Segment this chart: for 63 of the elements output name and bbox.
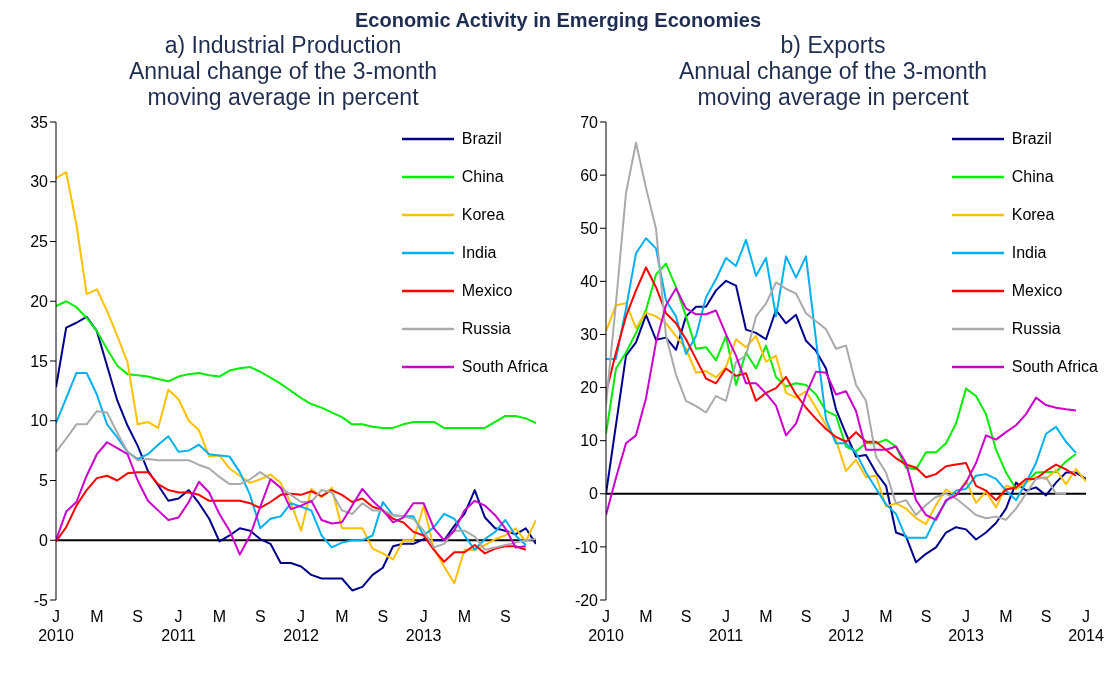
y-tick-label: 0 xyxy=(589,485,599,503)
y-tick-label: 10 xyxy=(580,432,599,450)
legend-label: South Africa xyxy=(1011,358,1098,376)
chart-subtitle: Annual change of the 3-month moving average in percent xyxy=(127,58,439,110)
x-tick-label: J 2012 xyxy=(828,608,864,644)
y-tick-label: 20 xyxy=(30,292,49,310)
y-tick-label: 40 xyxy=(580,273,599,291)
x-tick-label: J 2012 xyxy=(283,608,319,644)
chart-title: b) Exports xyxy=(779,32,887,58)
y-tick-label: -10 xyxy=(574,538,599,556)
y-tick-label: 10 xyxy=(30,412,49,430)
x-tick-label: M xyxy=(639,608,653,625)
x-tick-label: S xyxy=(254,608,266,625)
x-tick-label: S xyxy=(1040,608,1052,625)
x-tick-label: J 2013 xyxy=(405,608,442,644)
x-tick-label: S xyxy=(132,608,144,625)
legend-label: Brazil xyxy=(1011,130,1052,148)
legend-label: Russia xyxy=(1011,320,1061,338)
x-tick-label: S xyxy=(680,608,692,625)
legend-label: India xyxy=(1011,244,1047,262)
y-tick-label: 70 xyxy=(580,113,599,131)
x-tick-label: S xyxy=(500,608,511,625)
legend-label: Mexico xyxy=(461,282,513,300)
x-tick-label: J 2010 xyxy=(38,608,74,644)
legend-label: Korea xyxy=(461,206,505,224)
legend-label: China xyxy=(461,168,504,186)
y-tick-label: 35 xyxy=(30,113,49,131)
legend-label: Russia xyxy=(461,320,511,338)
x-tick-label: M xyxy=(90,608,104,625)
x-tick-label: J 2011 xyxy=(161,608,196,644)
x-tick-label: M xyxy=(759,608,773,625)
legend-label: Korea xyxy=(1011,206,1055,224)
x-tick-label: J 2011 xyxy=(708,608,744,644)
y-tick-label: 15 xyxy=(30,352,49,370)
x-tick-label: M xyxy=(999,608,1013,625)
y-tick-label: 0 xyxy=(39,531,49,549)
x-tick-label: S xyxy=(377,608,389,625)
x-tick-label: M xyxy=(335,608,349,625)
legend-label: South Africa xyxy=(461,358,548,376)
x-tick-label: J 2010 xyxy=(588,608,624,644)
y-tick-label: 20 xyxy=(580,379,599,397)
y-tick-label: 5 xyxy=(39,472,49,490)
x-tick-label: S xyxy=(800,608,812,625)
y-tick-label: -20 xyxy=(574,591,599,609)
y-tick-label: 50 xyxy=(580,219,599,237)
legend-label: Mexico xyxy=(1011,282,1063,300)
x-tick-label: M xyxy=(457,608,472,625)
legend-label: Brazil xyxy=(461,130,502,148)
x-tick-label: J 2014 xyxy=(1068,608,1104,644)
text: Economic Activity in Emerging Economies xyxy=(354,8,762,32)
y-tick-label: 30 xyxy=(30,173,49,191)
legend-label: India xyxy=(461,244,497,262)
x-tick-label: M xyxy=(879,608,893,625)
x-tick-label: S xyxy=(920,608,932,625)
y-tick-label: 25 xyxy=(30,233,49,251)
x-tick-label: M xyxy=(212,608,227,625)
chart-subtitle: Annual change of the 3-month moving average in percent xyxy=(677,58,989,110)
y-tick-label: 30 xyxy=(580,326,599,344)
legend-label: China xyxy=(1011,168,1054,186)
y-tick-label: -5 xyxy=(33,591,49,609)
chart-title: a) Industrial Production xyxy=(163,32,403,58)
x-tick-label: J 2013 xyxy=(948,608,984,644)
y-tick-label: 60 xyxy=(580,166,599,184)
